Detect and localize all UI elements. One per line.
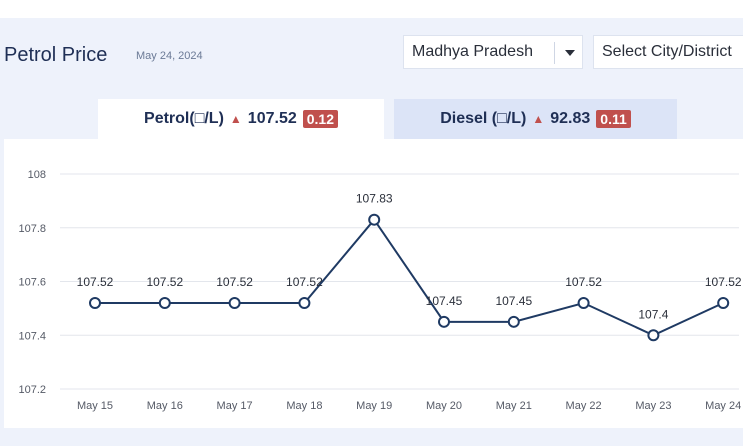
data-point [368, 213, 381, 226]
x-tick-label: May 24 [705, 400, 741, 412]
data-point [228, 297, 241, 309]
data-point [507, 315, 520, 328]
series-line [95, 218, 724, 337]
x-tick-label: May 19 [356, 400, 392, 412]
data-label: 107.52 [286, 275, 323, 289]
tab-diesel-price: 92.83 [550, 110, 591, 127]
data-point [717, 297, 730, 309]
x-tick-label: May 21 [496, 400, 532, 412]
price-up-icon: ▲ [229, 112, 242, 126]
data-point [158, 297, 171, 309]
x-tick-label: May 20 [426, 400, 462, 412]
tab-petrol[interactable]: Petrol(□/L) ▲ 107.52 0.12 [98, 99, 384, 139]
y-tick-label: 107.2 [18, 384, 46, 396]
x-tick-label: May 23 [635, 400, 671, 412]
tab-diesel-label: Diesel (□/L) [440, 110, 527, 127]
tab-diesel[interactable]: Diesel (□/L) ▲ 92.83 0.11 [394, 99, 677, 139]
y-tick-label: 108 [28, 169, 46, 181]
data-point [298, 297, 311, 309]
data-point [89, 297, 101, 309]
state-select-value: Madhya Pradesh [412, 43, 533, 60]
city-select-placeholder: Select City/District [602, 43, 732, 60]
x-tick-label: May 17 [217, 400, 253, 412]
top-bar [0, 0, 743, 18]
data-label: 107.83 [356, 192, 393, 206]
tab-petrol-change-badge: 0.12 [302, 110, 338, 128]
chart-panel: 107.2 107.4 107.6 107.8 108 May 15 May 16 May 1… [4, 139, 743, 428]
state-select[interactable]: Madhya Pradesh [403, 35, 583, 69]
data-point [438, 315, 450, 328]
data-label: 107.52 [216, 275, 253, 289]
price-up-icon: ▲ [532, 112, 545, 126]
y-tick-label: 107.6 [18, 277, 46, 289]
data-label: 107.52 [705, 275, 742, 289]
data-label: 107.52 [77, 275, 114, 289]
data-label: 107.4 [638, 307, 668, 321]
x-tick-label: May 16 [147, 400, 183, 412]
data-label: 107.52 [146, 275, 183, 289]
tab-diesel-change-badge: 0.11 [596, 110, 631, 128]
x-tick-label: May 15 [77, 400, 113, 412]
data-point [647, 329, 660, 342]
select-divider [554, 42, 555, 64]
data-point [577, 297, 590, 309]
y-tick-label: 107.8 [18, 223, 46, 235]
price-line-chart: 107.2 107.4 107.6 107.8 108 May 15 May 16 May 1… [18, 169, 742, 412]
page-title: Petrol Price [4, 44, 108, 66]
x-tick-label: May 22 [566, 400, 602, 412]
data-label: 107.45 [426, 294, 463, 308]
tab-petrol-label: Petrol(□/L) [144, 110, 224, 127]
data-label: 107.45 [495, 294, 532, 308]
chevron-down-icon[interactable] [565, 50, 575, 56]
price-date: May 24, 2024 [136, 50, 203, 62]
x-tick-label: May 18 [286, 400, 322, 412]
data-label: 107.52 [565, 275, 602, 289]
y-tick-label: 107.4 [18, 330, 46, 342]
city-select[interactable]: Select City/District [593, 35, 743, 69]
tab-petrol-price: 107.52 [247, 110, 297, 127]
